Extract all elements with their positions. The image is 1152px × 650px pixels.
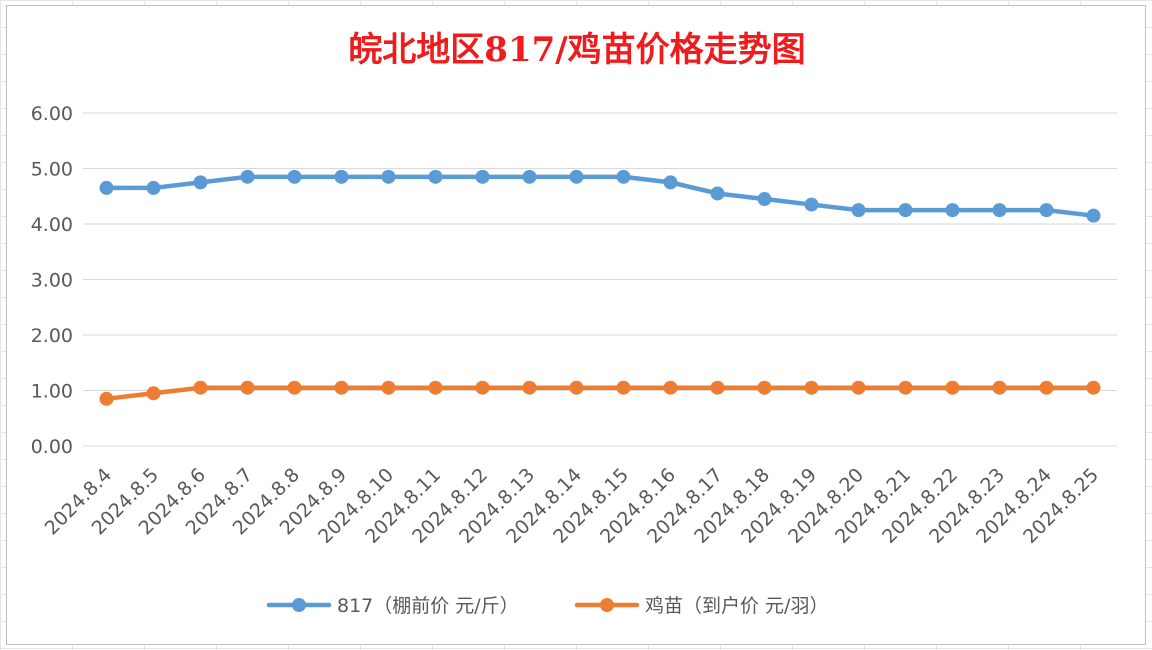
data-point bbox=[475, 169, 490, 184]
data-point bbox=[569, 380, 584, 395]
gridlines bbox=[83, 112, 1117, 447]
data-point bbox=[569, 169, 584, 184]
legend-swatch-marker bbox=[292, 598, 306, 612]
data-point bbox=[475, 380, 490, 395]
data-point bbox=[1086, 208, 1101, 223]
data-point bbox=[992, 203, 1007, 218]
data-point bbox=[663, 380, 678, 395]
data-point bbox=[1039, 380, 1054, 395]
y-tick-label: 4.00 bbox=[31, 214, 73, 236]
legend-label: 鸡苗（到户价 元/羽） bbox=[645, 595, 828, 617]
y-tick-label: 0.00 bbox=[31, 436, 73, 458]
y-tick-label: 6.00 bbox=[31, 103, 73, 125]
data-point bbox=[428, 169, 443, 184]
y-axis-ticks: 0.00 1.00 2.00 3.00 4.00 5.00 6.00 bbox=[31, 103, 73, 458]
data-point bbox=[898, 380, 913, 395]
data-point bbox=[757, 192, 772, 207]
data-point bbox=[757, 380, 772, 395]
data-point bbox=[616, 380, 631, 395]
series-line bbox=[104, 174, 1096, 218]
data-point bbox=[381, 169, 396, 184]
data-point bbox=[616, 169, 631, 184]
data-point bbox=[898, 203, 913, 218]
data-point bbox=[99, 180, 114, 195]
line-chart: 皖北地区817/鸡苗价格走势图 0.00 1.00 2.00 3.00 4.00 5.00… bbox=[31, 30, 1117, 617]
legend-item-1: 817（棚前价 元/斤） bbox=[266, 595, 519, 617]
data-point bbox=[240, 380, 255, 395]
legend-swatch-marker bbox=[600, 598, 614, 612]
data-point bbox=[193, 175, 208, 190]
data-point bbox=[193, 380, 208, 395]
legend-label: 817（棚前价 元/斤） bbox=[337, 595, 519, 617]
y-tick-label: 5.00 bbox=[31, 159, 73, 181]
series-line bbox=[104, 385, 1096, 402]
data-point bbox=[334, 169, 349, 184]
chart-title: 皖北地区817/鸡苗价格走势图 bbox=[348, 30, 805, 70]
x-axis-ticks: 2024.8.42024.8.52024.8.62024.8.72024.8.8… bbox=[41, 464, 1103, 548]
data-point bbox=[804, 380, 819, 395]
y-tick-label: 3.00 bbox=[31, 270, 73, 292]
data-point bbox=[710, 186, 725, 201]
data-point bbox=[710, 380, 725, 395]
data-point bbox=[287, 380, 302, 395]
series-layer bbox=[99, 169, 1101, 406]
data-point bbox=[945, 380, 960, 395]
legend-item-2: 鸡苗（到户价 元/羽） bbox=[574, 595, 828, 617]
data-point bbox=[663, 175, 678, 190]
y-tick-label: 1.00 bbox=[31, 381, 73, 403]
data-point bbox=[522, 169, 537, 184]
data-point bbox=[851, 380, 866, 395]
data-point bbox=[945, 203, 960, 218]
series-1 bbox=[99, 169, 1101, 223]
data-point bbox=[522, 380, 537, 395]
data-point bbox=[334, 380, 349, 395]
data-point bbox=[146, 180, 161, 195]
data-point bbox=[1039, 203, 1054, 218]
data-point bbox=[287, 169, 302, 184]
data-point bbox=[992, 380, 1007, 395]
y-tick-label: 2.00 bbox=[31, 325, 73, 347]
chart-frame[interactable]: 皖北地区817/鸡苗价格走势图 0.00 1.00 2.00 3.00 4.00 5.00… bbox=[6, 5, 1146, 645]
series-2 bbox=[99, 380, 1101, 406]
data-point bbox=[804, 197, 819, 212]
data-point bbox=[1086, 380, 1101, 395]
data-point bbox=[240, 169, 255, 184]
legend: 817（棚前价 元/斤） 鸡苗（到户价 元/羽） bbox=[266, 595, 828, 617]
data-point bbox=[146, 386, 161, 401]
data-point bbox=[851, 203, 866, 218]
data-point bbox=[381, 380, 396, 395]
data-point bbox=[99, 391, 114, 406]
data-point bbox=[428, 380, 443, 395]
